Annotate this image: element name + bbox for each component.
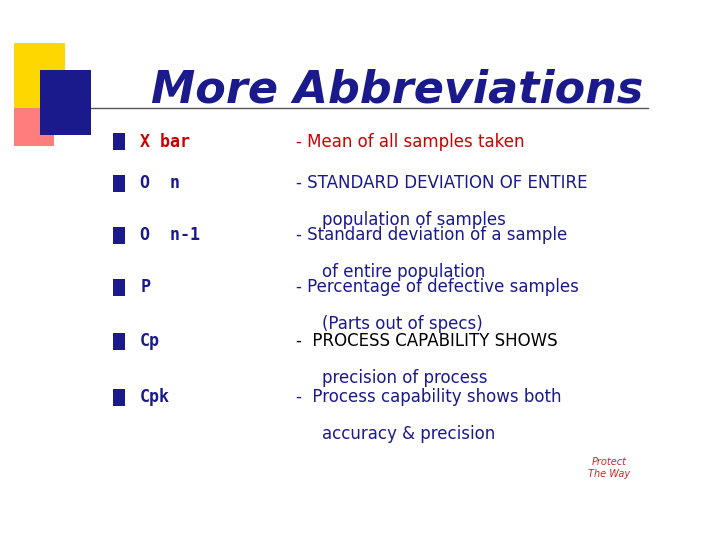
Text: Protect
The Way: Protect The Way [588, 457, 630, 479]
Text: X bar: X bar [140, 133, 190, 151]
Text: accuracy & precision: accuracy & precision [322, 425, 495, 443]
Text: precision of process: precision of process [322, 369, 487, 387]
Bar [113, 175, 125, 192]
Text: - Percentage of defective samples: - Percentage of defective samples [297, 278, 580, 296]
Text: P: P [140, 278, 150, 296]
Text: of entire population: of entire population [322, 263, 485, 281]
Text: -  PROCESS CAPABILITY SHOWS: - PROCESS CAPABILITY SHOWS [297, 332, 558, 350]
Text: (Parts out of specs): (Parts out of specs) [322, 315, 482, 333]
Bar [113, 133, 125, 150]
Text: More Abbreviations: More Abbreviations [150, 68, 643, 111]
Text: Cpk: Cpk [140, 388, 170, 407]
Text: Cp: Cp [140, 332, 161, 350]
Text: O  n-1: O n-1 [140, 226, 200, 244]
Bar [113, 389, 125, 406]
Bar [113, 333, 125, 349]
Bar [113, 279, 125, 295]
Text: - STANDARD DEVIATION OF ENTIRE: - STANDARD DEVIATION OF ENTIRE [297, 174, 588, 192]
Text: -  Process capability shows both: - Process capability shows both [297, 388, 562, 407]
Text: - Standard deviation of a sample: - Standard deviation of a sample [297, 226, 567, 244]
Text: O  n: O n [140, 174, 180, 192]
Bar [113, 227, 125, 244]
Text: population of samples: population of samples [322, 211, 505, 229]
Text: - Mean of all samples taken: - Mean of all samples taken [297, 133, 525, 151]
